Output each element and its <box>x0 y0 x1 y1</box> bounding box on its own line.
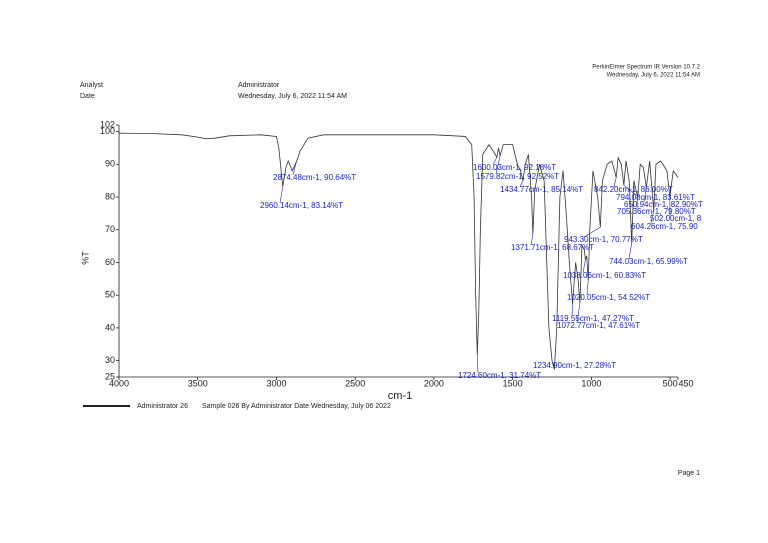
annotation: 1072.77cm-1, 47.61%T <box>557 321 640 330</box>
software: PerkinElmer Spectrum IR Version 10.7.2 <box>592 65 700 71</box>
annotation: 2960.14cm-1, 83.14%T <box>260 201 343 210</box>
x-tick-label: 4000 <box>109 378 129 388</box>
annotation-leader <box>583 226 601 238</box>
x-axis-label: cm-1 <box>388 390 412 402</box>
printed-date: Wednesday, July 6, 2022 11:54 AM <box>607 73 700 79</box>
annotation: 794.08cm-1, 83.61%T <box>616 193 695 202</box>
y-tick-label: 40 <box>105 322 115 332</box>
annotation-leader <box>530 234 534 246</box>
annotation-leader <box>571 304 573 317</box>
annotation-leader <box>279 186 284 204</box>
y-tick-label: 30 <box>105 355 115 365</box>
x-tick-label: 1500 <box>503 378 523 388</box>
annotation: 1119.55cm-1, 47.27%T <box>552 314 634 323</box>
x-tick-label: 450 <box>678 378 693 388</box>
x-tick-label: 1000 <box>581 378 601 388</box>
annotation: 1371.71cm-1, 68.67%T <box>511 243 594 252</box>
y-tick-label: 102 <box>100 119 115 129</box>
y-tick-label: 60 <box>105 257 115 267</box>
spectrum-line <box>118 132 679 370</box>
annotation-leader <box>492 157 498 166</box>
y-tick-label: 50 <box>105 290 115 300</box>
y-tick-label: 80 <box>105 191 115 201</box>
annotation-leader <box>582 259 586 274</box>
analyst-label: Analyst <box>80 82 103 89</box>
date-label: Date <box>80 93 95 100</box>
annotation-leader <box>613 177 617 188</box>
annotation: 705.36cm-1, 79.80%T <box>617 207 696 216</box>
analyst: Administrator <box>238 82 280 89</box>
annotation-leader <box>650 210 655 225</box>
date: Wednesday, July 6, 2022 11:54 AM <box>238 93 347 100</box>
annotation: 943.30cm-1, 70.77%T <box>564 235 643 244</box>
annotation: 1020.05cm-1, 54.52%T <box>567 293 650 302</box>
annotation: 1600.03cm-1, 92.18%T <box>473 163 556 172</box>
annotation-leader <box>628 242 632 260</box>
annotation: 650.94cm-1, 82.90%T <box>624 200 703 209</box>
annotation: 1579.82cm-1, 92.52%T <box>476 172 559 181</box>
annotation-leader <box>586 280 589 296</box>
y-axis-label: %T <box>80 251 90 265</box>
annotation: 744.03cm-1, 65.99%T <box>609 257 688 266</box>
annotation: 842.20cm-1, 86.00%T <box>594 185 673 194</box>
x-tick-label: 2000 <box>424 378 444 388</box>
annotation-leader <box>576 302 581 324</box>
annotation-leader <box>476 354 479 374</box>
x-tick-label: 3000 <box>266 378 286 388</box>
annotation: 1234.90cm-1, 27.28%T <box>533 361 616 370</box>
y-tick-label: 25 <box>105 371 115 381</box>
sample-info: Sample 026 By Administrator Date Wednesd… <box>202 403 391 410</box>
annotation-leader <box>292 162 297 176</box>
annotation: 2874.48cm-1, 90.64%T <box>273 173 356 182</box>
annotation-leader <box>643 187 647 203</box>
annotation: 502.00cm-1, 8 <box>650 214 702 223</box>
annotation-leader <box>519 180 524 188</box>
x-tick-label: 2500 <box>345 378 365 388</box>
annotation-leader <box>623 184 637 196</box>
annotation: 604.26cm-1, 75.90 <box>631 222 698 231</box>
x-tick-label: 3500 <box>188 378 208 388</box>
page-number: Page 1 <box>678 470 700 477</box>
annotation-leader <box>636 197 639 210</box>
x-tick-label: 500 <box>663 378 678 388</box>
legend-label: Administrator 26 <box>137 403 188 410</box>
y-tick-label: 100 <box>100 126 115 136</box>
y-tick-label: 90 <box>105 159 115 169</box>
annotation: 1434.77cm-1, 85.14%T <box>500 185 583 194</box>
annotation: 1724.60cm-1, 31.74%T <box>458 371 541 380</box>
annotation-leader <box>495 155 501 175</box>
y-tick-label: 70 <box>105 224 115 234</box>
annotation-leader <box>552 362 555 370</box>
annotation: 1038.06cm-1, 60.83%T <box>563 271 646 280</box>
